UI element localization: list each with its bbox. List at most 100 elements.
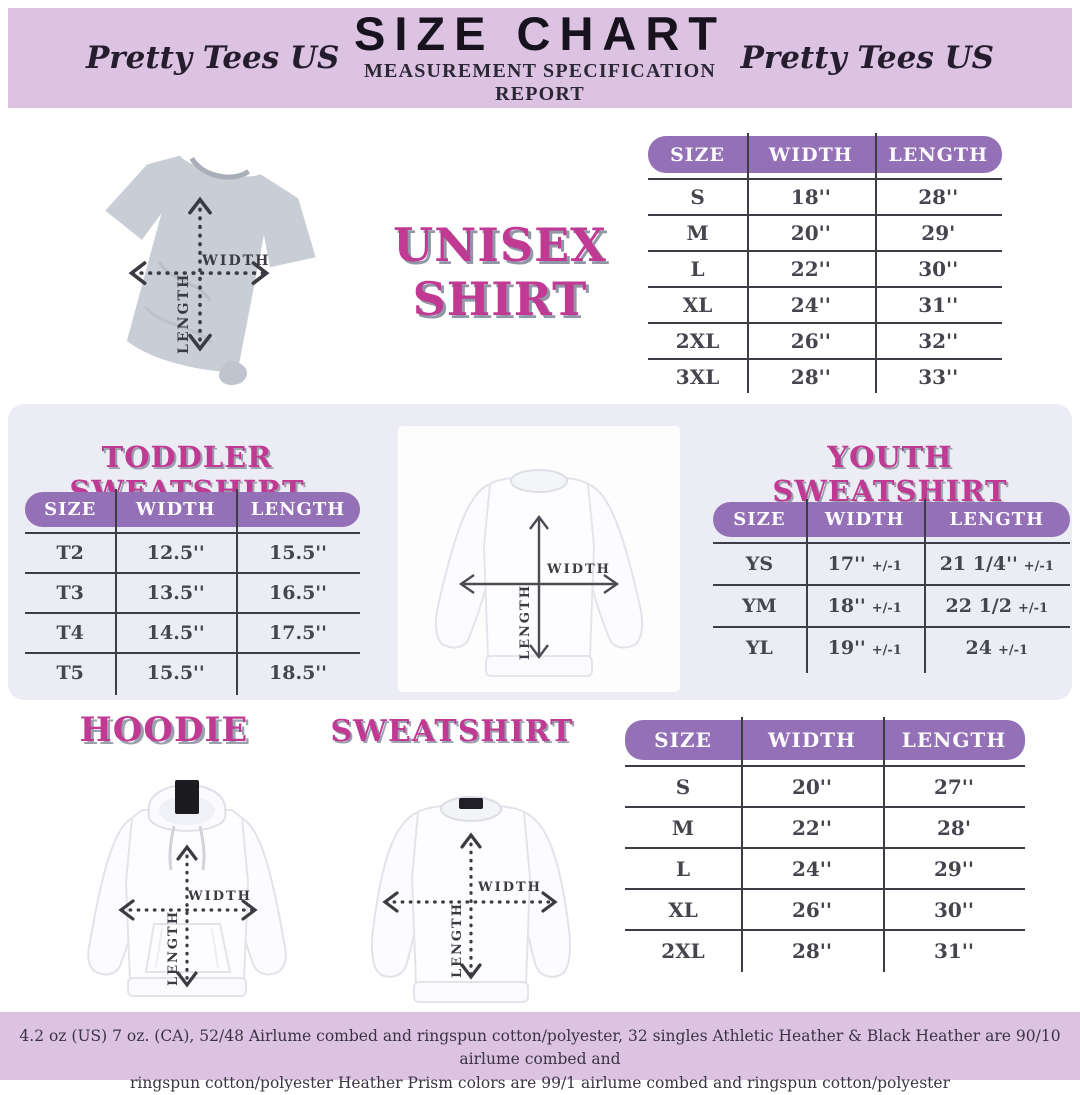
header-length: LENGTH xyxy=(901,728,1007,752)
size-cell: T2 xyxy=(56,542,84,564)
length-cell: 30'' xyxy=(918,257,959,281)
length-tolerance: +/-1 xyxy=(1023,559,1054,574)
table-header-row: SIZE WIDTH LENGTH xyxy=(625,720,1025,760)
length-cell: 30'' xyxy=(933,897,975,922)
length-cell: 33'' xyxy=(918,365,959,389)
length-arrow xyxy=(176,844,198,988)
width-cell: 20'' xyxy=(790,221,831,245)
width-label: WIDTH xyxy=(477,880,542,895)
table-body: S 20'' 27'' M 22'' 28' L 24'' 29'' XL 26… xyxy=(625,765,1025,970)
size-cell: 2XL xyxy=(675,329,720,353)
width-tolerance: +/-1 xyxy=(871,559,902,574)
width-cell: 28'' xyxy=(791,938,833,963)
width-arrow xyxy=(128,261,270,285)
size-cell: M xyxy=(671,815,695,840)
width-arrow xyxy=(382,891,558,913)
width-label: WIDTH xyxy=(187,889,252,904)
length-cell: 22 1/2 +/-1 xyxy=(924,595,1070,617)
column-divider xyxy=(115,489,118,695)
length-cell: 21 1/4'' +/-1 xyxy=(924,553,1070,575)
table-row: S 20'' 27'' xyxy=(625,767,1025,808)
length-arrow xyxy=(460,832,482,980)
table-header-row: SIZE WIDTH LENGTH xyxy=(713,502,1070,537)
size-cell: YL xyxy=(745,637,773,659)
width-arrow xyxy=(118,899,258,921)
header-size: SIZE xyxy=(670,143,726,166)
width-cell: 22'' xyxy=(790,257,831,281)
length-arrow xyxy=(188,196,212,352)
table-row: M 20'' 29' xyxy=(648,216,1002,252)
length-cell: 24 +/-1 xyxy=(924,637,1070,659)
width-value: 18'' xyxy=(827,595,866,617)
header-length: LENGTH xyxy=(250,499,346,520)
length-label: LENGTH xyxy=(450,902,465,978)
table-row: T3 13.5'' 16.5'' xyxy=(25,574,360,614)
length-cell: 29'' xyxy=(933,856,975,881)
width-label: WIDTH xyxy=(546,562,611,577)
size-cell: T4 xyxy=(56,622,84,644)
column-divider xyxy=(883,717,885,972)
length-value: 21 1/4'' xyxy=(939,553,1018,575)
table-row: 3XL 28'' 33'' xyxy=(648,360,1002,394)
table-row: T2 12.5'' 15.5'' xyxy=(25,534,360,574)
sweatshirt-hoodie-size-table: SIZE WIDTH LENGTH S 20'' 27'' M 22'' 28'… xyxy=(625,717,1025,972)
length-cell: 16.5'' xyxy=(269,582,327,604)
width-cell: 26'' xyxy=(791,897,833,922)
unisex-size-table: SIZE WIDTH LENGTH S 18'' 28'' M 20'' 29'… xyxy=(648,133,1002,394)
header-size: SIZE xyxy=(44,499,97,520)
header-size: SIZE xyxy=(654,728,712,752)
size-cell: YM xyxy=(742,595,777,617)
table-row: 2XL 28'' 31'' xyxy=(625,931,1025,970)
length-cell: 28'' xyxy=(918,185,959,209)
size-cell: L xyxy=(675,856,691,881)
header-width: WIDTH xyxy=(768,143,853,166)
width-cell: 12.5'' xyxy=(146,542,205,564)
table-row: YL 19'' +/-1 24 +/-1 xyxy=(713,628,1070,668)
width-cell: 22'' xyxy=(791,815,833,840)
width-cell: 26'' xyxy=(790,329,831,353)
length-cell: 27'' xyxy=(933,774,975,799)
width-cell: 15.5'' xyxy=(146,662,205,684)
width-cell: 18'' xyxy=(790,185,831,209)
unisex-shirt-title: UNISEX SHIRT xyxy=(393,218,607,327)
hoodie-image: WIDTH LENGTH xyxy=(87,780,287,997)
youth-size-table: SIZE WIDTH LENGTH YS 17'' +/-1 21 1/4'' … xyxy=(713,499,1070,673)
header-title-block: SIZE CHART MEASUREMENT SPECIFICATION REP… xyxy=(339,10,740,106)
table-row: L 24'' 29'' xyxy=(625,849,1025,890)
width-cell: 24'' xyxy=(791,856,833,881)
width-cell: 14.5'' xyxy=(146,622,205,644)
toddler-size-table: SIZE WIDTH LENGTH T2 12.5'' 15.5'' T3 13… xyxy=(25,489,360,695)
length-label: LENGTH xyxy=(166,910,181,986)
table-row: S 18'' 28'' xyxy=(648,180,1002,216)
header-width: WIDTH xyxy=(824,509,905,530)
table-body: YS 17'' +/-1 21 1/4'' +/-1 YM 18'' +/-1 … xyxy=(713,542,1070,668)
brand-logo-left: Pretty Tees US xyxy=(86,40,340,76)
header-width: WIDTH xyxy=(135,499,216,520)
width-value: 19'' xyxy=(827,637,866,659)
table-body: S 18'' 28'' M 20'' 29' L 22'' 30'' XL 24… xyxy=(648,178,1002,394)
length-cell: 18.5'' xyxy=(269,662,327,684)
table-row: T5 15.5'' 18.5'' xyxy=(25,654,360,692)
length-cell: 28' xyxy=(937,815,971,840)
size-cell: 2XL xyxy=(661,938,705,963)
youth-sweatshirt-title: YOUTH SWEATSHIRT xyxy=(772,440,1008,509)
header-length: LENGTH xyxy=(888,143,989,166)
size-cell: XL xyxy=(682,293,713,317)
width-cell: 28'' xyxy=(790,365,831,389)
size-cell: L xyxy=(690,257,705,281)
length-arrow xyxy=(529,515,549,659)
length-cell: 17.5'' xyxy=(269,622,327,644)
width-cell: 17'' +/-1 xyxy=(806,553,924,575)
column-divider xyxy=(874,133,877,393)
length-value: 22 1/2 xyxy=(945,595,1012,617)
kids-sweatshirt-image: WIDTH LENGTH xyxy=(398,426,680,692)
kangaroo-pocket xyxy=(144,923,232,973)
table-body: T2 12.5'' 15.5'' T3 13.5'' 16.5'' T4 14.… xyxy=(25,532,360,692)
size-cell: S xyxy=(675,774,691,799)
hood-tag xyxy=(175,780,199,814)
length-tolerance: +/-1 xyxy=(1017,601,1049,616)
table-row: YM 18'' +/-1 22 1/2 +/-1 xyxy=(713,586,1070,628)
table-header-row: SIZE WIDTH LENGTH xyxy=(25,492,360,527)
size-cell: YS xyxy=(745,553,774,575)
width-cell: 13.5'' xyxy=(146,582,205,604)
